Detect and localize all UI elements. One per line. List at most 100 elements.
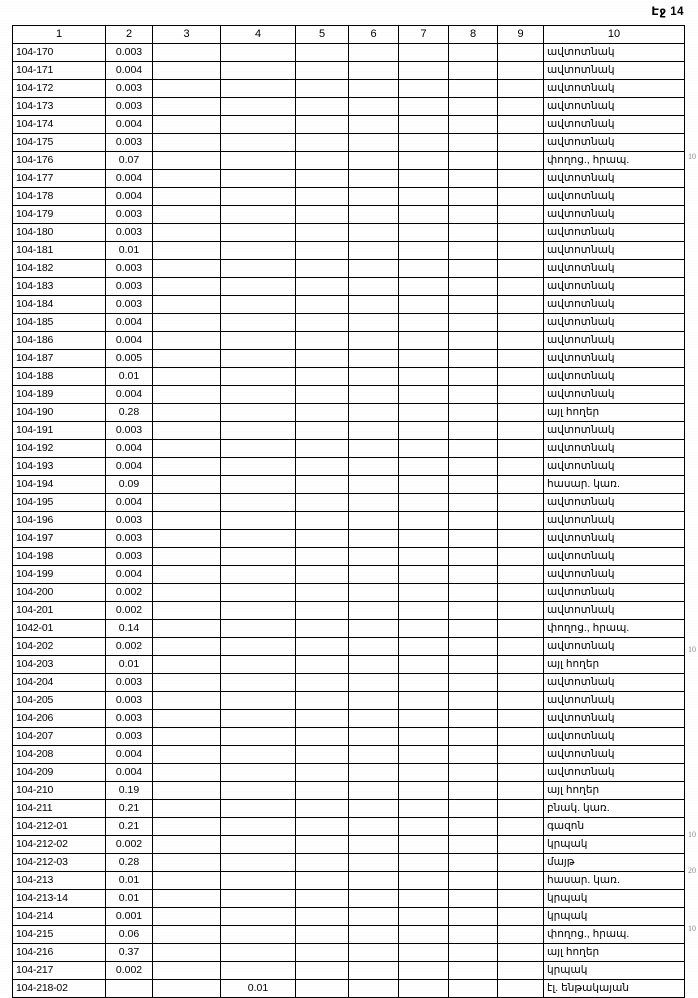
cell-land-use: ավտոտնակ xyxy=(543,97,685,116)
cell-value-col-7 xyxy=(398,403,449,422)
cell-value-col-7 xyxy=(398,43,449,62)
cell-value-col-8 xyxy=(448,187,498,206)
cell-land-use: ավտոտնակ xyxy=(543,439,685,458)
cell-land-use: ավտոտնակ xyxy=(543,331,685,350)
table-row: 104-176 0.07 փողոց., հրապ. xyxy=(12,151,685,170)
cell-value-col-8 xyxy=(448,817,498,836)
cell-value-col-9 xyxy=(497,295,544,314)
cell-parcel-id: 104-171 xyxy=(12,61,106,80)
cell-value-col-2: 0.37 xyxy=(105,943,153,962)
cell-value-col-5 xyxy=(295,565,349,584)
cell-value-col-8 xyxy=(448,169,498,188)
cell-value-col-6 xyxy=(348,547,399,566)
cell-value-col-7 xyxy=(398,115,449,134)
cell-value-col-5 xyxy=(295,853,349,872)
cell-value-col-7 xyxy=(398,313,449,332)
cell-value-col-3 xyxy=(152,187,221,206)
cell-value-col-3 xyxy=(152,475,221,494)
cell-value-col-2: 0.003 xyxy=(105,97,153,116)
cell-parcel-id: 1042-01 xyxy=(12,619,106,638)
cell-value-col-6 xyxy=(348,889,399,908)
cell-value-col-9 xyxy=(497,853,544,872)
cell-parcel-id: 104-214 xyxy=(12,907,106,926)
cell-parcel-id: 104-206 xyxy=(12,709,106,728)
cell-value-col-6 xyxy=(348,151,399,170)
cell-value-col-7 xyxy=(398,475,449,494)
cell-value-col-2: 0.003 xyxy=(105,43,153,62)
cell-value-col-3 xyxy=(152,925,221,944)
cell-value-col-4 xyxy=(220,133,296,152)
cell-parcel-id: 104-210 xyxy=(12,781,106,800)
cell-value-col-9 xyxy=(497,223,544,242)
cell-value-col-7 xyxy=(398,133,449,152)
cell-value-col-3 xyxy=(152,583,221,602)
cell-parcel-id: 104-200 xyxy=(12,583,106,602)
table-row: 104-205 0.003 ավտոտնակ xyxy=(12,691,685,710)
cell-land-use: ավտոտնակ xyxy=(543,241,685,260)
margin-scan-mark: 10 xyxy=(688,830,696,839)
cell-value-col-2: 0.003 xyxy=(105,673,153,692)
cell-value-col-7 xyxy=(398,79,449,98)
cell-value-col-5 xyxy=(295,97,349,116)
cell-value-col-7 xyxy=(398,295,449,314)
cell-value-col-7 xyxy=(398,421,449,440)
table-row: 104-206 0.003 ավտոտնակ xyxy=(12,709,685,728)
cell-value-col-2: 0.003 xyxy=(105,295,153,314)
cell-value-col-3 xyxy=(152,385,221,404)
cell-value-col-6 xyxy=(348,817,399,836)
cell-value-col-4 xyxy=(220,799,296,818)
cell-value-col-8 xyxy=(448,943,498,962)
cell-value-col-6 xyxy=(348,115,399,134)
cell-value-col-9 xyxy=(497,259,544,278)
cell-value-col-3 xyxy=(152,313,221,332)
cell-value-col-7 xyxy=(398,61,449,80)
cell-value-col-7 xyxy=(398,619,449,638)
cell-value-col-4 xyxy=(220,637,296,656)
cell-value-col-8 xyxy=(448,871,498,890)
cell-value-col-3 xyxy=(152,205,221,224)
cell-value-col-9 xyxy=(497,871,544,890)
cell-value-col-7 xyxy=(398,259,449,278)
cell-parcel-id: 104-182 xyxy=(12,259,106,278)
cell-parcel-id: 104-199 xyxy=(12,565,106,584)
cell-parcel-id: 104-194 xyxy=(12,475,106,494)
cell-parcel-id: 104-213 xyxy=(12,871,106,890)
cell-value-col-8 xyxy=(448,259,498,278)
cell-parcel-id: 104-202 xyxy=(12,637,106,656)
cell-value-col-6 xyxy=(348,313,399,332)
cadastral-table: 1 2 3 4 5 6 7 8 9 10 104-170 0.003 ավտոտնա… xyxy=(12,25,685,998)
cell-value-col-6 xyxy=(348,43,399,62)
cell-value-col-5 xyxy=(295,43,349,62)
cell-value-col-4 xyxy=(220,853,296,872)
cell-value-col-7 xyxy=(398,727,449,746)
cell-value-col-4 xyxy=(220,493,296,512)
cell-value-col-3 xyxy=(152,43,221,62)
cell-value-col-4 xyxy=(220,421,296,440)
cell-value-col-5 xyxy=(295,745,349,764)
cell-land-use: ավտոտնակ xyxy=(543,763,685,782)
cell-value-col-8 xyxy=(448,421,498,440)
cell-value-col-9 xyxy=(497,313,544,332)
cell-value-col-2: 0.004 xyxy=(105,313,153,332)
cell-value-col-4 xyxy=(220,889,296,908)
cell-value-col-8 xyxy=(448,439,498,458)
cell-value-col-6 xyxy=(348,637,399,656)
cell-value-col-9 xyxy=(497,709,544,728)
cell-value-col-2: 0.003 xyxy=(105,223,153,242)
cell-value-col-2: 0.01 xyxy=(105,367,153,386)
cell-value-col-5 xyxy=(295,61,349,80)
cell-value-col-6 xyxy=(348,493,399,512)
cell-value-col-7 xyxy=(398,889,449,908)
cell-value-col-3 xyxy=(152,727,221,746)
cell-value-col-6 xyxy=(348,457,399,476)
cell-value-col-8 xyxy=(448,547,498,566)
cell-value-col-6 xyxy=(348,223,399,242)
cell-value-col-3 xyxy=(152,241,221,260)
cell-value-col-2: 0.003 xyxy=(105,727,153,746)
table-row: 1042-01 0.14 փողոց., հրապ. xyxy=(12,619,685,638)
cell-value-col-8 xyxy=(448,277,498,296)
table-row: 104-218-02 0.01 էլ. ենթակայան xyxy=(12,979,685,998)
cell-value-col-2: 0.09 xyxy=(105,475,153,494)
cell-value-col-7 xyxy=(398,493,449,512)
cell-value-col-9 xyxy=(497,619,544,638)
